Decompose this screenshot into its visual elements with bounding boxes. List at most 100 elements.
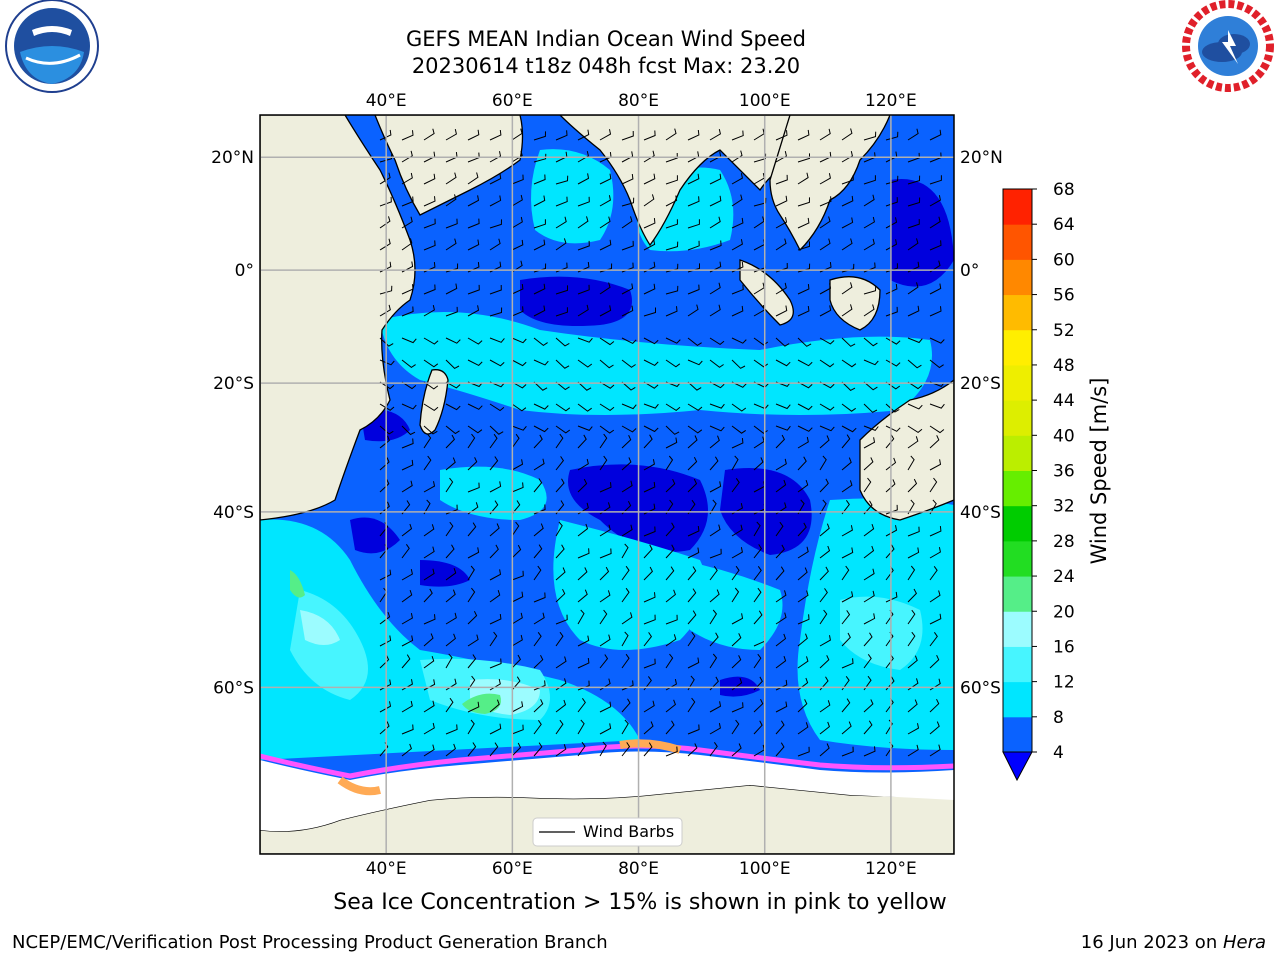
wind-barb (467, 742, 477, 757)
wind-barb (709, 337, 725, 346)
wind-barb (841, 632, 851, 647)
lon-tick-top: 40°E (366, 91, 407, 111)
wind-barb (775, 655, 787, 669)
wind-barb (379, 403, 395, 411)
wind-barb (665, 720, 675, 735)
page-title: GEFS MEAN Indian Ocean Wind Speed 202306… (300, 26, 912, 80)
wind-barb (665, 195, 678, 207)
wind-barb (533, 565, 542, 581)
wind-barb (423, 546, 435, 559)
wind-barb (907, 565, 916, 581)
wind-barb (511, 359, 527, 367)
wind-barb (841, 457, 852, 471)
title-line-1: GEFS MEAN Indian Ocean Wind Speed (405, 27, 807, 51)
wind-barb (665, 522, 675, 537)
wind-barb (599, 455, 608, 471)
wind-barb (885, 283, 898, 295)
wind-barb (709, 151, 722, 163)
wind-barb (643, 283, 656, 295)
wind-barb (709, 499, 717, 515)
wind-barb (489, 425, 504, 435)
wind-barb (511, 306, 524, 317)
wind-barb (577, 150, 589, 163)
lon-tick-top: 80°E (618, 91, 659, 111)
wind-barb (379, 611, 391, 625)
wind-barb (797, 425, 813, 432)
wind-barb (885, 504, 898, 515)
wind-barb (863, 746, 876, 757)
wind-barb (885, 434, 895, 449)
wind-barb (511, 570, 524, 581)
wind-barb (467, 129, 480, 141)
wind-barb (665, 285, 679, 295)
wind-barb (907, 403, 923, 410)
wind-barb (577, 337, 593, 343)
wind-barb (907, 359, 922, 369)
lon-tick-top: 120°E (865, 91, 917, 111)
wind-barb (687, 435, 698, 449)
wind-barb (643, 307, 656, 317)
lat-tick-left: 20°S (213, 374, 254, 394)
wind-barb (467, 239, 480, 251)
wind-barb (731, 359, 746, 369)
wind-barb (621, 216, 633, 229)
wind-barb (797, 172, 809, 185)
wind-barb (401, 724, 414, 735)
wind-barb (577, 425, 593, 431)
wind-barb (797, 337, 812, 347)
wind-barb (797, 499, 805, 515)
wind-barb (599, 305, 612, 317)
wind-barb (863, 425, 879, 432)
wind-barb (885, 479, 896, 493)
wind-barb (489, 403, 505, 412)
wind-barb (687, 499, 696, 515)
wind-barb (709, 435, 720, 449)
wind-barb (445, 238, 457, 251)
wind-barb (819, 743, 830, 757)
wind-barb (819, 588, 828, 603)
wind-barb (775, 566, 785, 581)
wind-barb (775, 425, 791, 431)
colorbar-segment (1003, 681, 1032, 718)
wind-barb (401, 654, 411, 669)
wind-barb (753, 544, 763, 559)
wind-barb (423, 588, 433, 603)
wind-barb (797, 699, 808, 713)
lon-tick-bottom: 60°E (492, 859, 533, 879)
wind-barb (929, 613, 942, 625)
wind-barb (775, 633, 787, 647)
wind-barb (907, 455, 915, 471)
wind-barb (929, 337, 945, 344)
wind-barb (731, 613, 744, 625)
wind-barb (445, 457, 456, 471)
wind-barb (709, 456, 719, 471)
colorbar-under-arrow (1002, 751, 1033, 782)
wind-barb (643, 592, 656, 603)
wind-barb (555, 175, 569, 185)
wind-barb (599, 654, 609, 669)
wind-barb (797, 197, 810, 207)
colorbar-tick-label: 68 (1053, 180, 1075, 200)
wind-barb (731, 337, 747, 344)
wind-barb (775, 544, 785, 559)
wind-barb (423, 240, 436, 251)
wind-barb (775, 590, 787, 603)
wind-barb (775, 238, 787, 251)
wind-barb (841, 565, 850, 581)
wind-barb (489, 238, 501, 251)
wind-barb (665, 653, 674, 669)
wind-barb (797, 656, 809, 669)
wind-barb (731, 130, 744, 141)
wind-barb (907, 744, 919, 757)
wind-barb (423, 128, 435, 141)
wind-barb (467, 547, 480, 559)
wind-barb (643, 544, 653, 559)
wind-barb (555, 656, 567, 669)
wind-barb (577, 609, 585, 625)
wind-barb (709, 403, 725, 409)
wind-barb (863, 590, 875, 603)
wind-barb (577, 523, 589, 537)
wind-barb (731, 565, 740, 581)
wind-barb (533, 337, 548, 347)
